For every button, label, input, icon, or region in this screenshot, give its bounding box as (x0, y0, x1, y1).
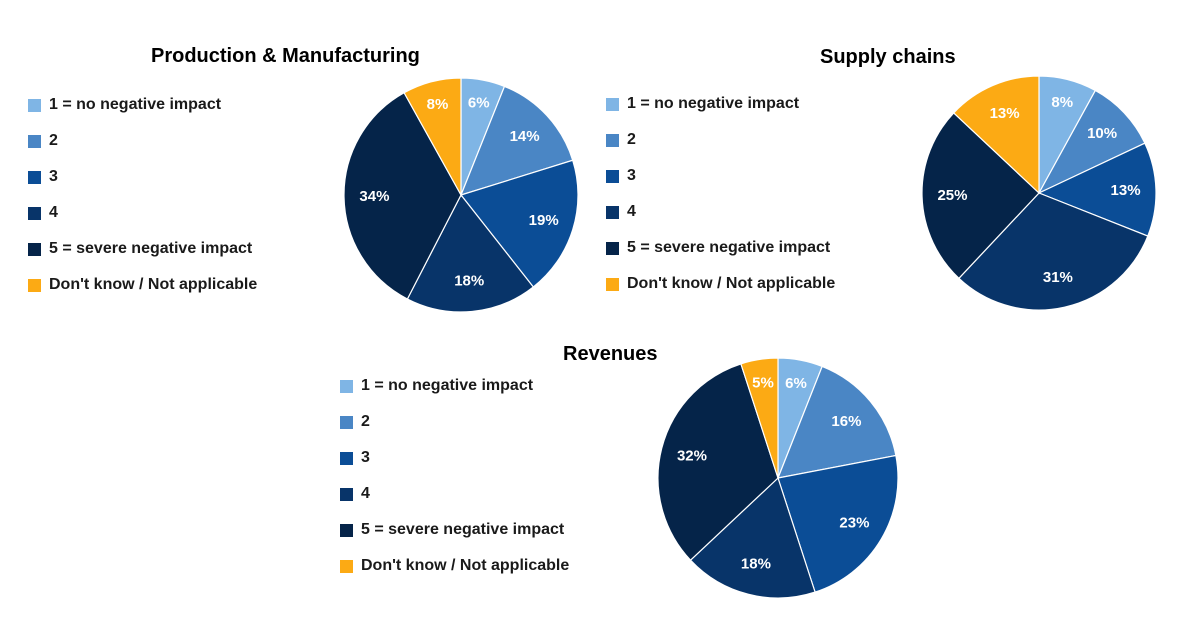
legend-item-5: 5 = severe negative impact (28, 240, 252, 258)
slice-2 (459, 85, 574, 196)
legend-swatch (606, 133, 619, 147)
slice-label: 8% (1051, 94, 1073, 111)
pie-chart: 6% 14% 19% 18% 34% 8% (343, 77, 579, 313)
legend-label: 4 (49, 204, 58, 221)
slice-label: 34% (359, 188, 389, 205)
legend-swatch (340, 451, 353, 465)
legend-item-3: 3 (28, 168, 58, 186)
legend-item-5: 5 = severe negative impact (606, 239, 830, 257)
slice-5 (921, 112, 1040, 280)
slice-label: 18% (741, 556, 771, 573)
legend-label: 3 (627, 167, 636, 184)
legend-label: Don't know / Not applicable (49, 276, 258, 293)
legend-swatch (28, 134, 41, 148)
legend-swatch (28, 170, 41, 184)
legend-label: 5 = severe negative impact (49, 240, 253, 257)
legend-label: Don't know / Not applicable (627, 275, 836, 292)
chart-title: Production & Manufacturing (151, 45, 420, 67)
slice-label: 8% (427, 96, 449, 113)
slice-label: 13% (1111, 182, 1141, 199)
slice-dont-know (740, 357, 779, 479)
slice-label: 6% (468, 95, 490, 112)
slice-label: 25% (937, 187, 967, 204)
chart-title: Supply chains (820, 46, 956, 68)
legend-label: 4 (361, 485, 370, 502)
legend-label: 2 (627, 131, 636, 148)
legend-item-dont-know: Don't know / Not applicable (340, 557, 569, 575)
slice-label: 10% (1087, 125, 1117, 142)
legend-item-dont-know: Don't know / Not applicable (28, 276, 257, 294)
legend-swatch (606, 97, 619, 111)
legend-item-2: 2 (28, 132, 58, 150)
legend-swatch (606, 277, 619, 291)
slice-4 (406, 193, 535, 313)
slice-label: 16% (831, 413, 861, 430)
legend-item-5: 5 = severe negative impact (340, 521, 564, 539)
legend-label: 2 (49, 132, 58, 149)
legend-swatch (340, 487, 353, 501)
legend-item-4: 4 (28, 204, 58, 222)
legend-swatch (606, 241, 619, 255)
slice-label: 6% (785, 375, 807, 392)
slice-2 (777, 365, 897, 479)
legend-swatch (340, 523, 353, 537)
slice-3 (1037, 142, 1157, 237)
legend-label: 1 = no negative impact (49, 96, 222, 113)
slice-2 (1037, 89, 1146, 195)
slice-dont-know (403, 77, 462, 198)
slice-dont-know (952, 75, 1040, 195)
legend-swatch (340, 559, 353, 573)
legend-swatch (28, 206, 41, 220)
legend-label: 5 = severe negative impact (361, 521, 565, 538)
slice-label: 18% (454, 273, 484, 290)
legend-item-4: 4 (606, 203, 636, 221)
pie-chart: 6% 16% 23% 18% 32% 5% (657, 357, 899, 599)
legend-item-3: 3 (340, 449, 370, 467)
legend-item-1: 1 = no negative impact (28, 96, 221, 114)
legend-item-2: 2 (340, 413, 370, 431)
slice-label: 14% (510, 128, 540, 145)
slice-5 (343, 91, 462, 300)
legend-label: 3 (361, 449, 370, 466)
slice-label: 32% (677, 447, 707, 464)
legend-item-dont-know: Don't know / Not applicable (606, 275, 835, 293)
legend-label: 4 (627, 203, 636, 220)
legend-label: 1 = no negative impact (361, 377, 534, 394)
slice-label: 19% (529, 212, 559, 229)
slice-3 (777, 454, 899, 593)
slice-4 (689, 476, 816, 599)
pie-chart: 8% 10% 13% 31% 25% 13% (921, 75, 1157, 311)
legend-item-2: 2 (606, 131, 636, 149)
slice-label: 31% (1043, 269, 1073, 286)
slice-5 (657, 363, 779, 561)
slice-3 (459, 159, 579, 288)
legend-label: Don't know / Not applicable (361, 557, 570, 574)
legend-label: 5 = severe negative impact (627, 239, 831, 256)
legend-label: 1 = no negative impact (627, 95, 800, 112)
legend-swatch (606, 205, 619, 219)
slice-label: 13% (990, 105, 1020, 122)
slice-label: 5% (752, 375, 774, 392)
legend-swatch (28, 278, 41, 292)
legend-item-3: 3 (606, 167, 636, 185)
legend-swatch (340, 415, 353, 429)
slice-label: 23% (839, 515, 869, 532)
slice-4 (958, 192, 1149, 311)
legend-label: 2 (361, 413, 370, 430)
legend-swatch (606, 169, 619, 183)
legend-swatch (340, 379, 353, 393)
legend-item-4: 4 (340, 485, 370, 503)
legend-item-1: 1 = no negative impact (606, 95, 799, 113)
legend-swatch (28, 242, 41, 256)
legend-item-1: 1 = no negative impact (340, 377, 533, 395)
legend-label: 3 (49, 168, 58, 185)
chart-title: Revenues (563, 343, 658, 365)
legend-swatch (28, 98, 41, 112)
